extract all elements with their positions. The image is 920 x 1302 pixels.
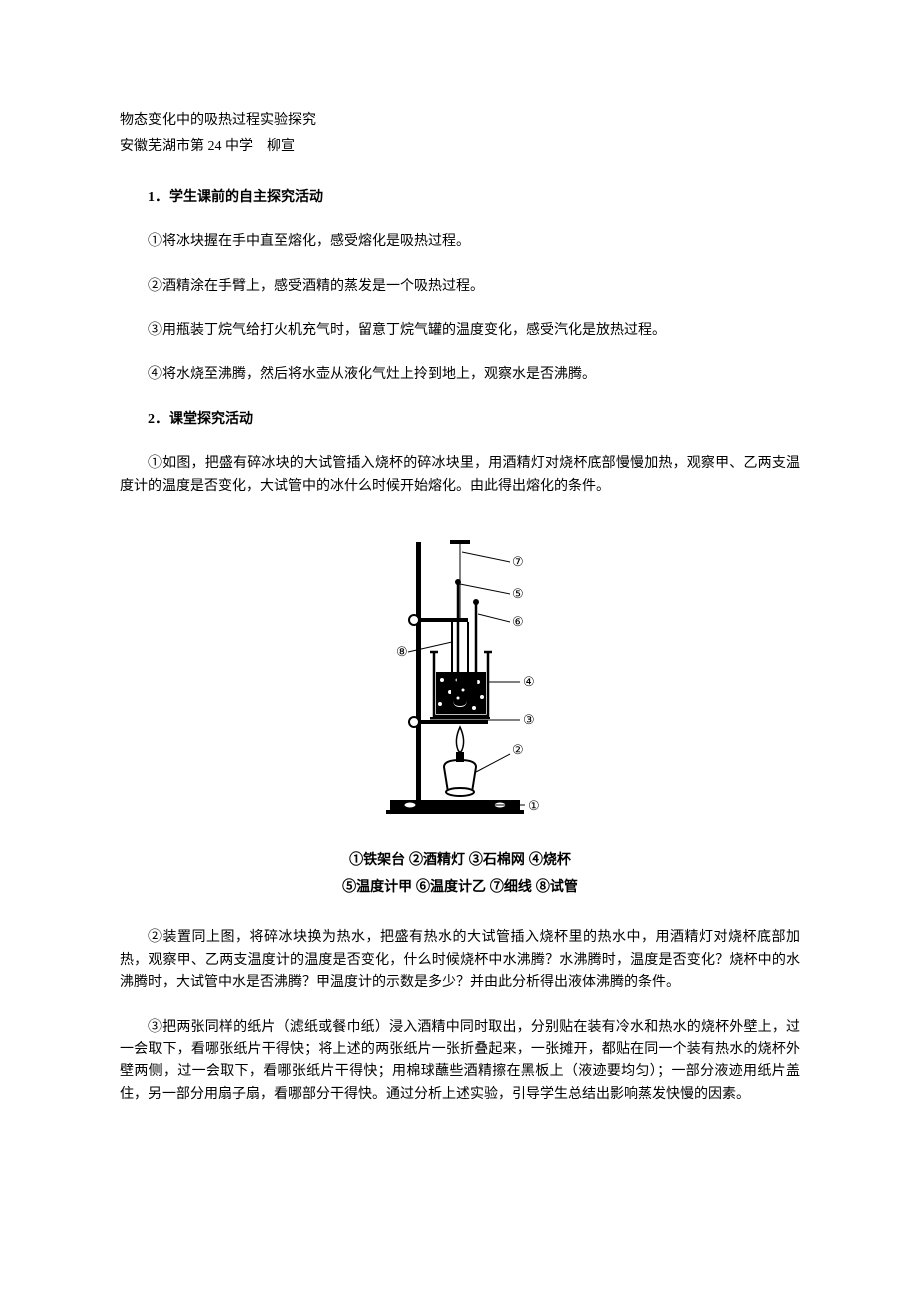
label-3: ③	[523, 712, 535, 727]
section1-item-1: ①将冰块握在手中直至熔化，感受熔化是吸热过程。	[120, 231, 800, 253]
apparatus-diagram: ① ② ③ ④ ⑤ ⑥ ⑦ ⑧	[360, 522, 560, 822]
label-2: ②	[512, 742, 524, 757]
section1-item-4: ④将水烧至沸腾，然后将水壶从液化气灶上拎到地上，观察水是否沸腾。	[120, 364, 800, 386]
label-8: ⑧	[396, 644, 408, 659]
section2-heading: 2．课堂探究活动	[120, 409, 800, 431]
label-7: ⑦	[512, 554, 524, 569]
doc-title: 物态变化中的吸热过程实验探究	[120, 110, 800, 132]
document-page: 物态变化中的吸热过程实验探究 安徽芜湖市第 24 中学 柳宣 1．学生课前的自主…	[0, 0, 920, 1188]
doc-author: 安徽芜湖市第 24 中学 柳宣	[120, 136, 800, 158]
figure-caption-line2: ⑤温度计甲 ⑥温度计乙 ⑦细线 ⑧试管	[120, 873, 800, 900]
section2-para2: ②装置同上图，将碎冰块换为热水，把盛有热水的大试管插入烧杯里的热水中，用酒精灯对…	[120, 927, 800, 994]
figure-caption-line1: ①铁架台 ②酒精灯 ③石棉网 ④烧杯	[120, 846, 800, 873]
spacer	[120, 999, 800, 1017]
section2-para1: ①如图，把盛有碎冰块的大试管插入烧杯的碎冰块里，用酒精灯对烧杯底部慢慢加热，观察…	[120, 453, 800, 498]
figure-caption: ①铁架台 ②酒精灯 ③石棉网 ④烧杯 ⑤温度计甲 ⑥温度计乙 ⑦细线 ⑧试管	[120, 846, 800, 899]
label-1: ①	[528, 798, 540, 813]
apparatus-figure: ① ② ③ ④ ⑤ ⑥ ⑦ ⑧ ①铁架台 ②酒精灯 ③石棉网 ④烧杯 ⑤温度计甲…	[120, 522, 800, 900]
section1-heading: 1．学生课前的自主探究活动	[120, 187, 800, 209]
label-4: ④	[523, 674, 535, 689]
section1-item-3: ③用瓶装丁烷气给打火机充气时，留意丁烷气罐的温度变化，感受汽化是放热过程。	[120, 320, 800, 342]
section1-item-2: ②酒精涂在手臂上，感受酒精的蒸发是一个吸热过程。	[120, 276, 800, 298]
label-6: ⑥	[512, 614, 524, 629]
label-5: ⑤	[512, 586, 524, 601]
section2-para3: ③把两张同样的纸片（滤纸或餐巾纸）浸入酒精中同时取出，分别贴在装有冷水和热水的烧…	[120, 1017, 800, 1107]
